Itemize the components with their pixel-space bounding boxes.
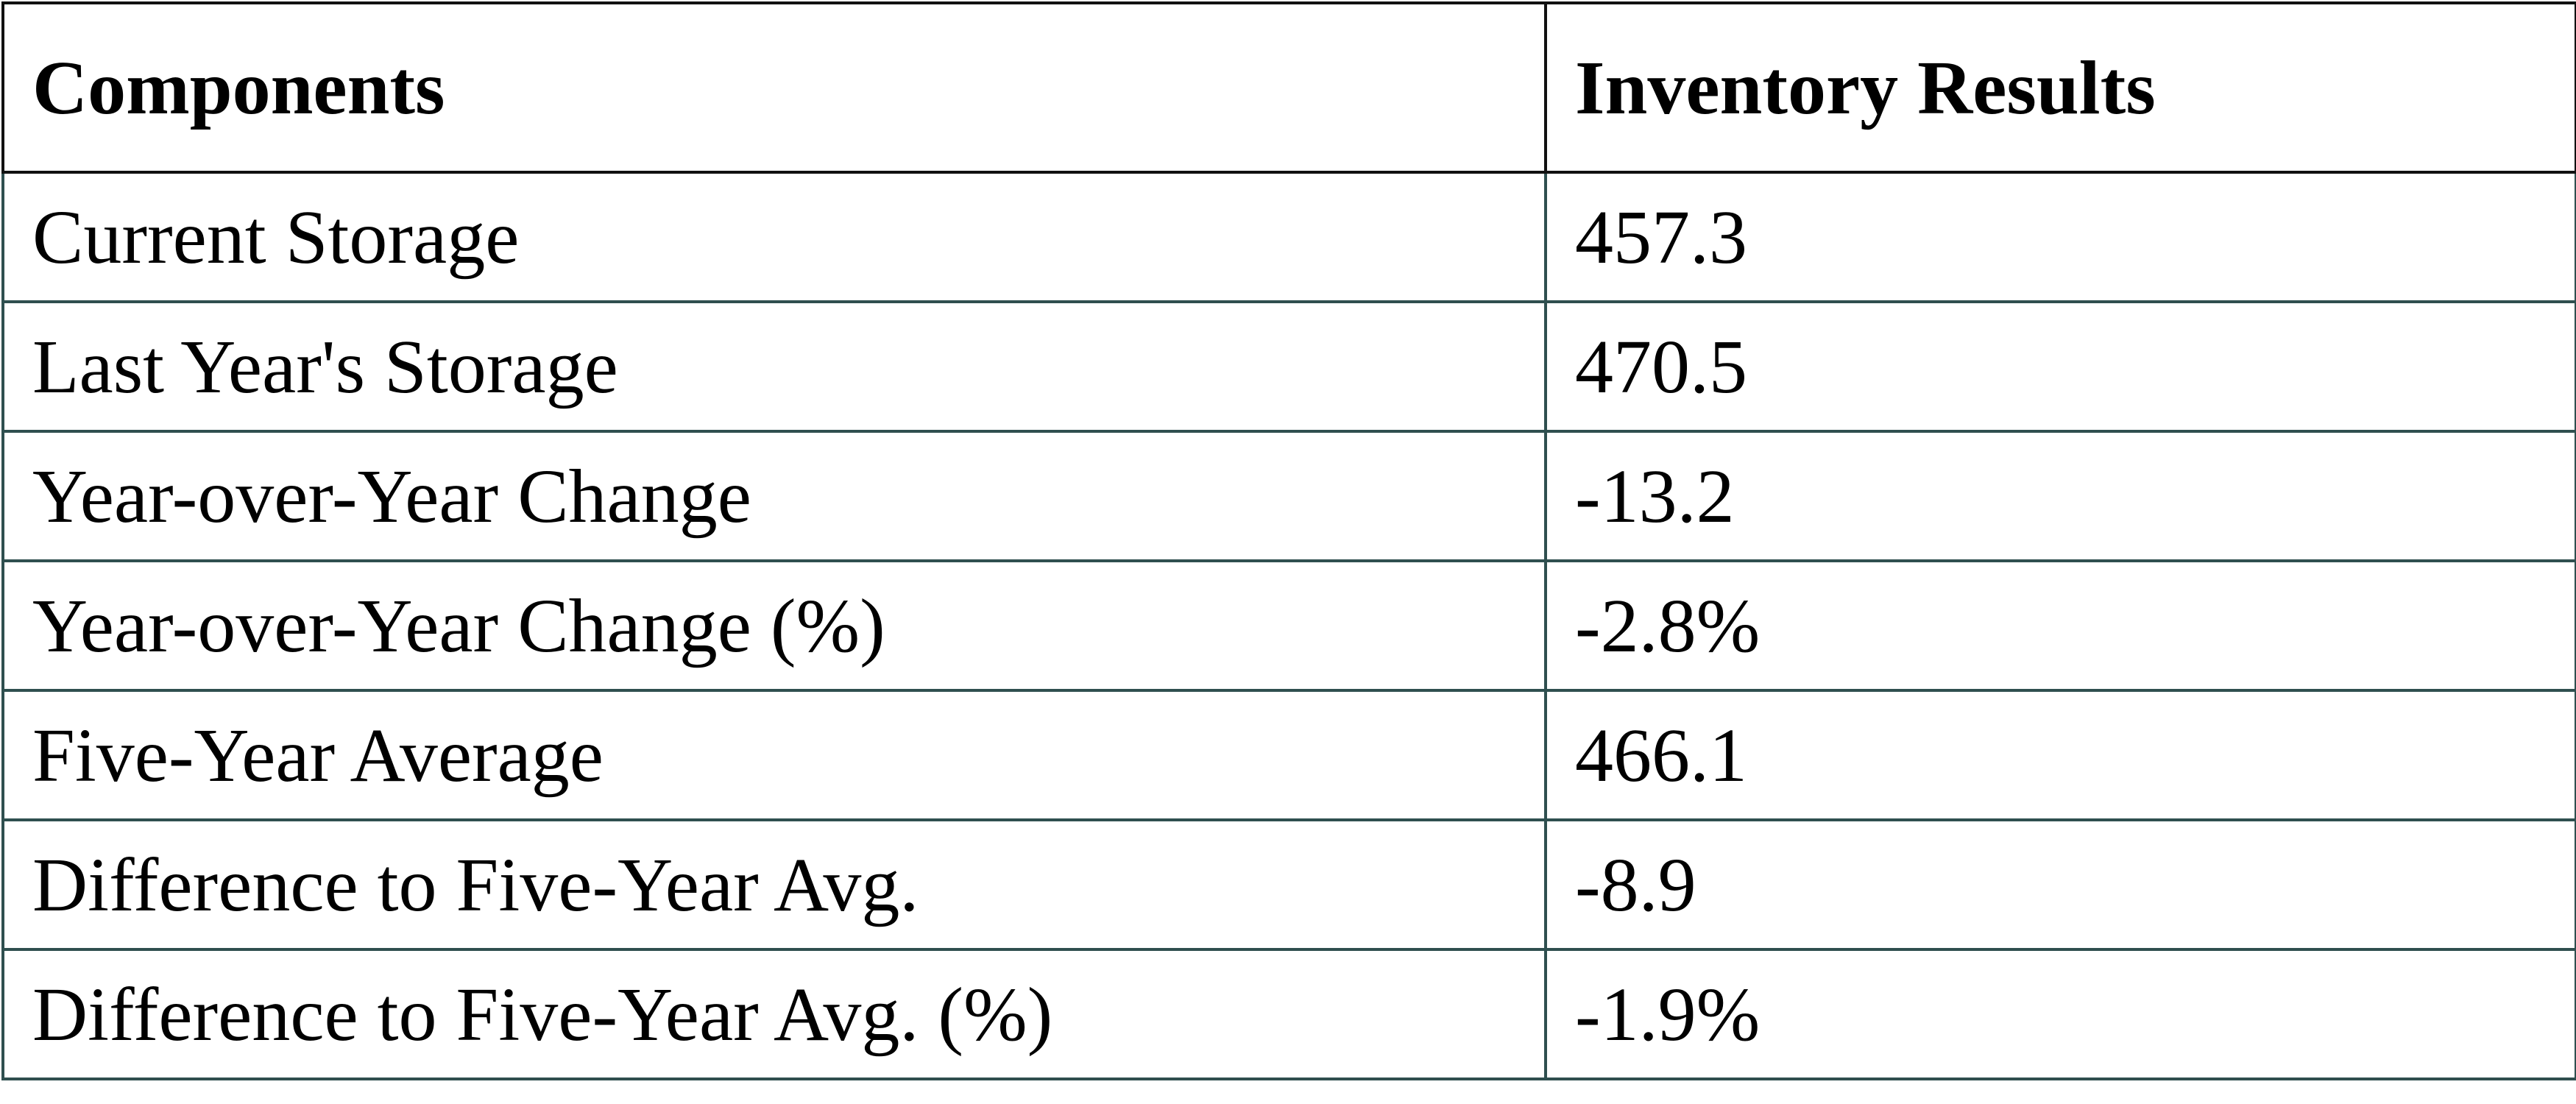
result-cell: 457.3 bbox=[1544, 171, 2576, 303]
table-row: Five-Year Average 466.1 bbox=[1, 689, 2576, 821]
component-cell: Five-Year Average bbox=[1, 689, 1547, 821]
component-cell: Year-over-Year Change bbox=[1, 430, 1547, 562]
table-row: Year-over-Year Change (%) -2.8% bbox=[1, 559, 2576, 692]
table-row: Year-over-Year Change -13.2 bbox=[1, 430, 2576, 562]
result-cell: -1.9% bbox=[1544, 948, 2576, 1080]
header-cell: Inventory Results bbox=[1544, 1, 2576, 174]
table-row: Difference to Five-Year Avg. (%) -1.9% bbox=[1, 948, 2576, 1080]
component-cell: Difference to Five-Year Avg. (%) bbox=[1, 948, 1547, 1080]
result-cell: -2.8% bbox=[1544, 559, 2576, 692]
result-cell: 470.5 bbox=[1544, 300, 2576, 433]
table-body: Current Storage 457.3 Last Year's Storage 4… bbox=[1, 171, 2576, 1080]
component-cell: Last Year's Storage bbox=[1, 300, 1547, 433]
header-cell: Components bbox=[1, 1, 1547, 174]
header-row: Components Inventory Results bbox=[1, 1, 2576, 174]
inventory-table: Components Inventory Results Current Stor… bbox=[1, 1, 2576, 1080]
table-row: Last Year's Storage 470.5 bbox=[1, 300, 2576, 433]
component-cell: Current Storage bbox=[1, 171, 1547, 303]
component-cell: Year-over-Year Change (%) bbox=[1, 559, 1547, 692]
table-row: Difference to Five-Year Avg. -8.9 bbox=[1, 818, 2576, 951]
component-cell: Difference to Five-Year Avg. bbox=[1, 818, 1547, 951]
result-cell: -13.2 bbox=[1544, 430, 2576, 562]
result-cell: -8.9 bbox=[1544, 818, 2576, 951]
result-cell: 466.1 bbox=[1544, 689, 2576, 821]
table-row: Current Storage 457.3 bbox=[1, 171, 2576, 303]
